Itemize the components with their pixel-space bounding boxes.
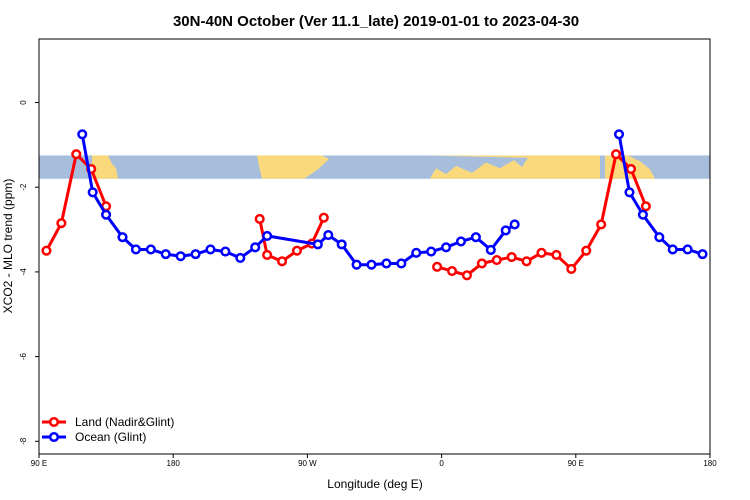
ocean-data-point xyxy=(366,259,377,270)
land-data-point xyxy=(461,270,472,281)
y-tick-label: -2 xyxy=(19,183,28,191)
ocean-data-point xyxy=(235,252,246,263)
ocean-data-point xyxy=(654,232,665,243)
land-data-point xyxy=(291,245,303,256)
land-data-point xyxy=(506,252,517,263)
land-data-point xyxy=(566,263,577,274)
chart-title: 30N-40N October (Ver 11.1_late) 2019-01-… xyxy=(173,13,579,30)
ocean-data-point xyxy=(667,244,678,255)
x-tick-label: 0 xyxy=(439,459,444,468)
land-data-point xyxy=(476,258,487,269)
ocean-data-point xyxy=(77,129,88,140)
ocean-data-point xyxy=(117,232,128,243)
x-tick-label: 180 xyxy=(703,459,717,468)
ocean-data-point xyxy=(220,246,231,257)
ocean-data-point xyxy=(351,259,362,270)
y-tick-label: -4 xyxy=(19,268,28,276)
ocean-data-point xyxy=(485,244,496,255)
ocean-data-point xyxy=(509,219,520,230)
land-data-point xyxy=(521,256,532,267)
ocean-data-point xyxy=(312,239,323,250)
axis-ticks: 90 E 180 90 W 0 90 E 180 0 -2 -4 -6 -8 xyxy=(19,100,717,468)
land-data-point xyxy=(491,255,502,266)
land-data-point xyxy=(536,247,547,258)
map-land-2 xyxy=(428,155,600,179)
ocean-data-point xyxy=(175,251,186,262)
x-tick-label: 180 xyxy=(167,459,181,468)
land-data-point xyxy=(640,201,651,212)
ocean-data-point xyxy=(470,232,481,243)
ocean-data-point xyxy=(500,225,511,236)
map-strip xyxy=(39,155,710,179)
ocean-data-point xyxy=(455,236,467,247)
ocean-data-point xyxy=(637,209,648,220)
legend-land-label: Land (Nadir&Glint) xyxy=(75,415,174,429)
ocean-data-point xyxy=(323,230,334,241)
map-land-0 xyxy=(92,155,118,179)
legend-ocean-label: Ocean (Glint) xyxy=(75,430,146,444)
legend-land-marker xyxy=(48,416,60,428)
ocean-data-point xyxy=(262,230,273,241)
x-axis-label: Longitude (deg E) xyxy=(327,477,422,491)
land-data-point xyxy=(71,149,82,160)
land-data-point xyxy=(262,249,273,261)
ocean-data-point xyxy=(381,258,392,269)
ocean-data-point xyxy=(130,244,141,255)
land-data-point xyxy=(56,218,67,229)
ocean-data-point xyxy=(336,239,347,250)
land-data-point xyxy=(41,245,52,256)
y-tick-label: -8 xyxy=(19,437,28,445)
ocean-data-point xyxy=(101,209,112,220)
legend: Land (Nadir&Glint) Ocean (Glint) xyxy=(42,415,174,444)
ocean-data-point xyxy=(205,244,216,255)
land-data-point xyxy=(596,219,607,230)
ocean-data-point xyxy=(697,249,708,260)
land-data-point xyxy=(551,249,562,261)
ocean-data-point xyxy=(613,129,625,140)
land-data-point xyxy=(446,266,458,277)
land-data-point xyxy=(611,149,622,160)
ocean-data-point xyxy=(250,242,261,253)
map-land-1 xyxy=(257,155,329,179)
ocean-data-point xyxy=(145,244,156,255)
series-layer xyxy=(41,129,708,281)
ocean-data-point xyxy=(190,249,201,260)
land-data-point xyxy=(318,212,329,223)
ocean-data-point xyxy=(441,242,452,253)
x-tick-label: 90 W xyxy=(298,459,317,468)
land-data-point xyxy=(432,261,443,272)
ocean-data-point xyxy=(682,244,693,255)
x-tick-label: 90 E xyxy=(568,459,584,468)
ocean-data-point xyxy=(624,187,635,198)
y-tick-label: 0 xyxy=(19,100,28,105)
ocean-data-point xyxy=(411,247,422,258)
land-data-point xyxy=(277,256,288,267)
y-axis-label: XCO2 - MLO trend (ppm) xyxy=(1,179,15,314)
land-data-point xyxy=(254,213,265,225)
ocean-data-point xyxy=(426,246,437,257)
land-data-point xyxy=(625,163,637,175)
y-tick-label: -6 xyxy=(19,353,28,361)
ocean-data-point xyxy=(396,258,407,269)
legend-ocean-marker xyxy=(48,431,60,443)
ocean-data-point xyxy=(160,249,171,260)
x-tick-label: 90 E xyxy=(31,459,47,468)
land-data-point xyxy=(581,245,592,256)
ocean-data-point xyxy=(87,187,98,198)
plot-frame xyxy=(38,38,711,455)
